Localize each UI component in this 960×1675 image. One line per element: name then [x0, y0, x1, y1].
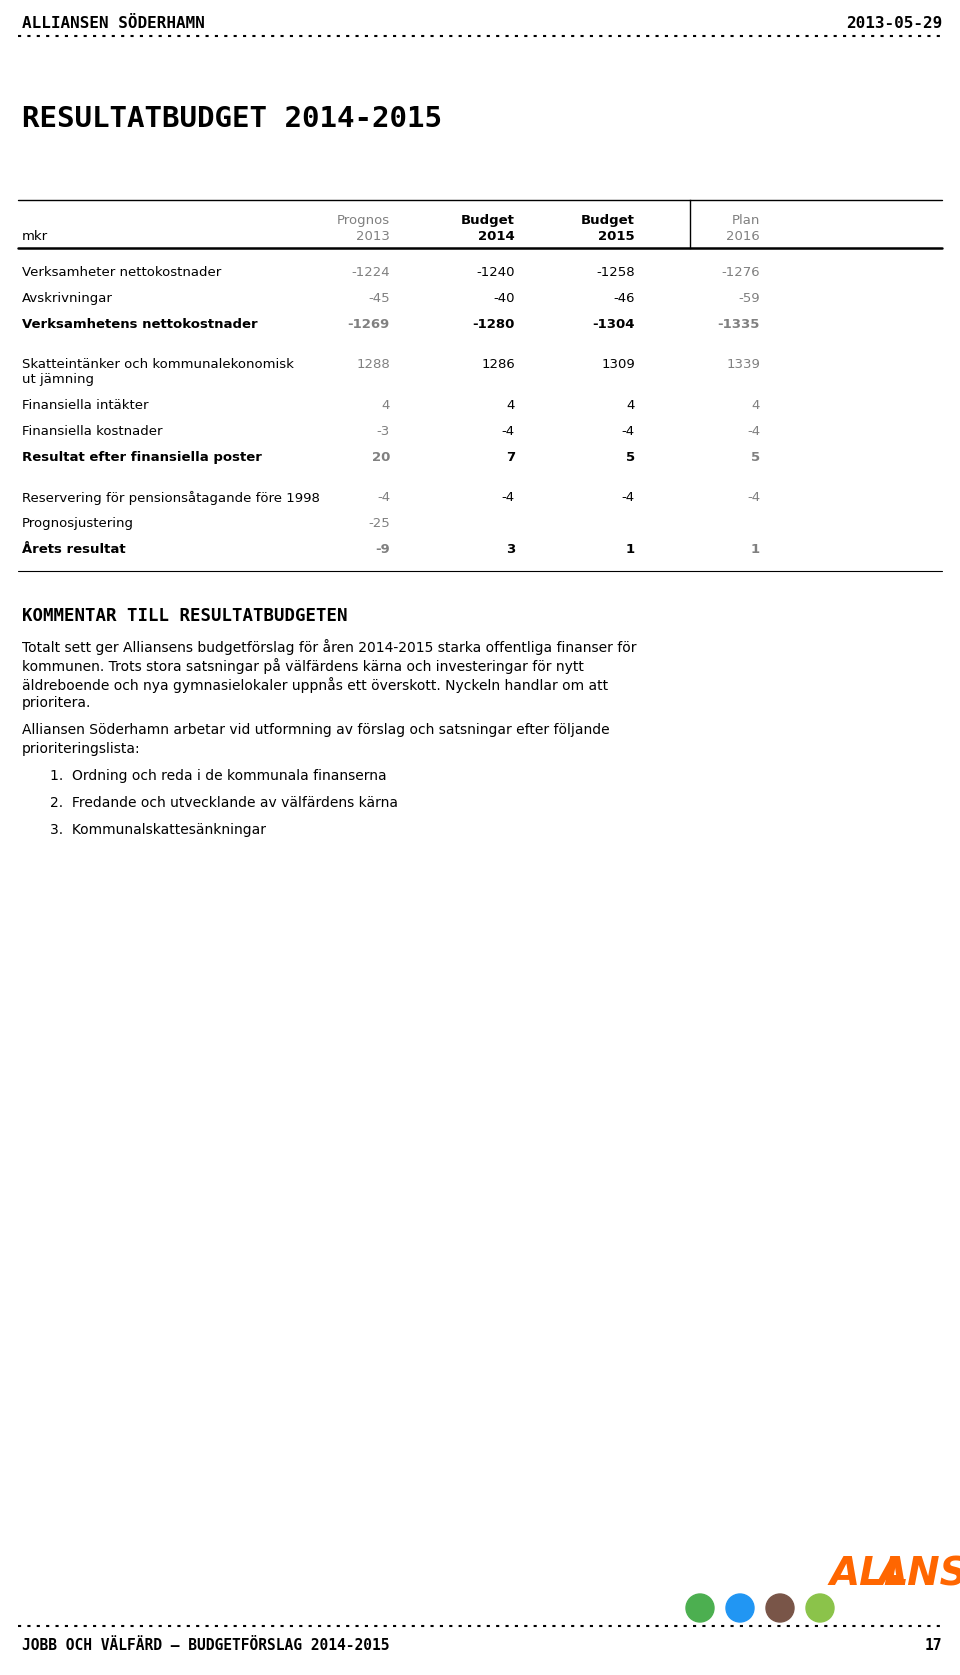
Text: ALLIANSEN SÖDERHAMN: ALLIANSEN SÖDERHAMN: [22, 17, 204, 32]
Text: -4: -4: [377, 491, 390, 504]
Text: 20: 20: [372, 451, 390, 464]
Text: -40: -40: [493, 291, 515, 305]
Text: -1335: -1335: [718, 318, 760, 332]
Text: -4: -4: [747, 425, 760, 437]
Text: -1304: -1304: [592, 318, 635, 332]
Text: Budget: Budget: [461, 214, 515, 228]
Text: 2015: 2015: [598, 229, 635, 243]
Text: -4: -4: [622, 491, 635, 504]
Text: ut jämning: ut jämning: [22, 374, 94, 385]
Text: -3: -3: [376, 425, 390, 437]
Text: Budget: Budget: [581, 214, 635, 228]
Text: -4: -4: [747, 491, 760, 504]
Text: Avskrivningar: Avskrivningar: [22, 291, 113, 305]
Circle shape: [806, 1595, 834, 1621]
Text: 7: 7: [506, 451, 515, 464]
Text: 1309: 1309: [601, 358, 635, 370]
Text: Verksamhetens nettokostnader: Verksamhetens nettokostnader: [22, 318, 257, 332]
Text: -4: -4: [502, 425, 515, 437]
Text: 1286: 1286: [481, 358, 515, 370]
Text: 1: 1: [751, 543, 760, 556]
Text: Prognos: Prognos: [337, 214, 390, 228]
Text: Finansiella kostnader: Finansiella kostnader: [22, 425, 162, 437]
Text: -4: -4: [622, 425, 635, 437]
Text: 4: 4: [382, 399, 390, 412]
Text: äldreboende och nya gymnasielokaler uppnås ett överskott. Nyckeln handlar om att: äldreboende och nya gymnasielokaler uppn…: [22, 677, 608, 693]
Text: Verksamheter nettokostnader: Verksamheter nettokostnader: [22, 266, 221, 280]
Text: Finansiella intäkter: Finansiella intäkter: [22, 399, 149, 412]
Text: 2.  Fredande och utvecklande av välfärdens kärna: 2. Fredande och utvecklande av välfärden…: [50, 796, 398, 811]
Text: -46: -46: [613, 291, 635, 305]
Text: Skatteintänker och kommunalekonomisk: Skatteintänker och kommunalekonomisk: [22, 358, 294, 370]
Text: Reservering för pensionsåtagande före 1998: Reservering för pensionsåtagande före 19…: [22, 491, 320, 504]
Text: -1269: -1269: [348, 318, 390, 332]
Text: -1240: -1240: [476, 266, 515, 280]
Text: Alliansen Söderhamn arbetar vid utformning av förslag och satsningar efter följa: Alliansen Söderhamn arbetar vid utformni…: [22, 724, 610, 737]
Text: ALL: ALL: [830, 1554, 910, 1593]
Text: prioriteringslista:: prioriteringslista:: [22, 742, 140, 755]
Text: -1276: -1276: [721, 266, 760, 280]
Circle shape: [686, 1595, 714, 1621]
Text: kommunen. Trots stora satsningar på välfärdens kärna och investeringar för nytt: kommunen. Trots stora satsningar på välf…: [22, 658, 584, 673]
Text: 1: 1: [626, 543, 635, 556]
Text: ANSEN: ANSEN: [878, 1554, 960, 1593]
Text: 1288: 1288: [356, 358, 390, 370]
Text: Plan: Plan: [732, 214, 760, 228]
Text: -9: -9: [375, 543, 390, 556]
Text: Totalt sett ger Alliansens budgetförslag för åren 2014-2015 starka offentliga fi: Totalt sett ger Alliansens budgetförslag…: [22, 638, 636, 655]
Text: 2014: 2014: [478, 229, 515, 243]
Text: 4: 4: [752, 399, 760, 412]
Text: -1280: -1280: [472, 318, 515, 332]
Text: 17: 17: [924, 1638, 942, 1653]
Text: mkr: mkr: [22, 229, 48, 243]
Text: -4: -4: [502, 491, 515, 504]
Text: 3.  Kommunalskattesänkningar: 3. Kommunalskattesänkningar: [50, 822, 266, 838]
Text: 1.  Ordning och reda i de kommunala finanserna: 1. Ordning och reda i de kommunala finan…: [50, 769, 387, 782]
Text: JOBB OCH VÄLFÄRD – BUDGETFÖRSLAG 2014-2015: JOBB OCH VÄLFÄRD – BUDGETFÖRSLAG 2014-20…: [22, 1638, 390, 1653]
Text: -25: -25: [369, 518, 390, 529]
Text: 4: 4: [507, 399, 515, 412]
Text: Prognosjustering: Prognosjustering: [22, 518, 134, 529]
Text: Årets resultat: Årets resultat: [22, 543, 126, 556]
Text: 3: 3: [506, 543, 515, 556]
Text: 2016: 2016: [727, 229, 760, 243]
Text: 1339: 1339: [726, 358, 760, 370]
Text: 2013: 2013: [356, 229, 390, 243]
Text: prioritera.: prioritera.: [22, 697, 91, 710]
Text: -45: -45: [369, 291, 390, 305]
Text: 5: 5: [626, 451, 635, 464]
Circle shape: [766, 1595, 794, 1621]
Text: Resultat efter finansiella poster: Resultat efter finansiella poster: [22, 451, 262, 464]
Text: RESULTATBUDGET 2014-2015: RESULTATBUDGET 2014-2015: [22, 106, 442, 132]
Text: -59: -59: [738, 291, 760, 305]
Text: 2013-05-29: 2013-05-29: [846, 17, 942, 32]
Text: 4: 4: [627, 399, 635, 412]
Circle shape: [726, 1595, 754, 1621]
Text: -1224: -1224: [351, 266, 390, 280]
Text: KOMMENTAR TILL RESULTATBUDGETEN: KOMMENTAR TILL RESULTATBUDGETEN: [22, 606, 348, 625]
Text: -1258: -1258: [596, 266, 635, 280]
Text: 5: 5: [751, 451, 760, 464]
